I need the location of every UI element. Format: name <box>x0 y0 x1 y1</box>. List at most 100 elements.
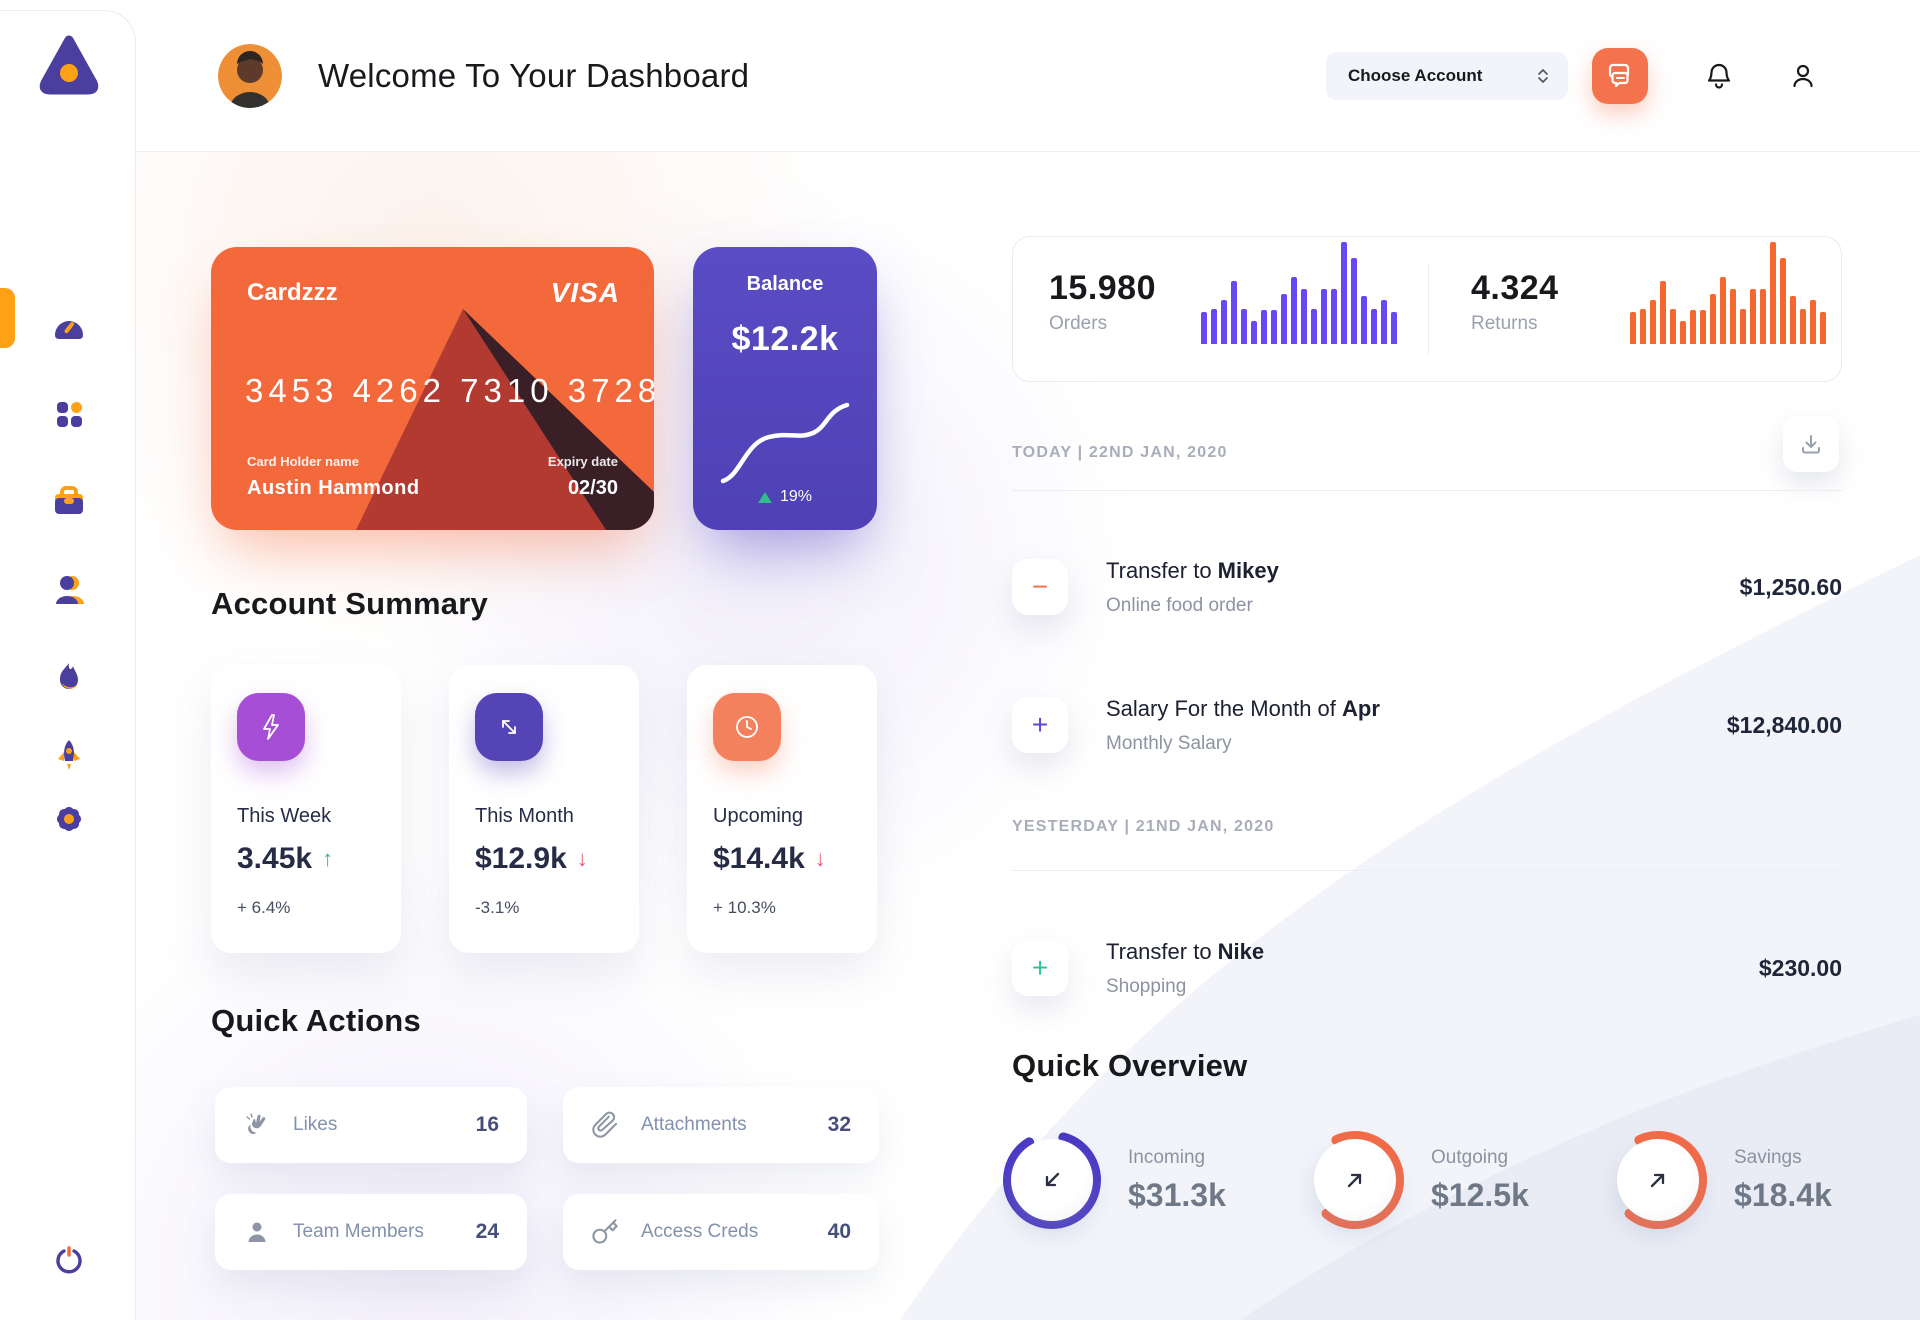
tx-title: Transfer to <box>1106 938 1218 964</box>
quick-action-access-creds[interactable]: Access Creds 40 <box>563 1194 879 1270</box>
divider <box>1428 263 1429 355</box>
overview-label: Savings <box>1734 1146 1802 1168</box>
quick-action-value: 24 <box>475 1220 499 1243</box>
trend-arrow: ↓ <box>814 846 826 871</box>
sidebar-item-dashboard[interactable] <box>46 303 92 349</box>
plus-icon: + <box>1012 940 1068 996</box>
profile-icon <box>1788 61 1818 91</box>
diagonal-arrows-icon <box>475 693 543 761</box>
returns-value: 4.324 <box>1471 269 1559 307</box>
chevron-updown-icon <box>1536 67 1550 85</box>
quick-overview: Incoming $31.3k Outgoing $12.5k <box>1000 1128 1909 1232</box>
sidebar-nav <box>1 303 137 842</box>
clap-icon <box>243 1111 271 1139</box>
chat-button[interactable] <box>1592 47 1648 104</box>
orders-label: Orders <box>1049 313 1108 334</box>
tx-title: Transfer to <box>1106 557 1218 583</box>
savings-donut <box>1606 1128 1710 1232</box>
overview-incoming: Incoming $31.3k <box>1000 1128 1303 1232</box>
summary-delta: -3.1% <box>475 898 520 917</box>
account-summary: This Week 3.45k ↑ + 6.4% This Month $12.9… <box>211 665 877 953</box>
quick-action-label: Attachments <box>641 1114 747 1135</box>
plus-icon: + <box>1012 697 1068 753</box>
quick-action-value: 40 <box>827 1220 851 1243</box>
transaction-row-salary[interactable]: + Salary For the Month of Apr Monthly Sa… <box>1012 675 1842 775</box>
overview-label: Incoming <box>1128 1146 1206 1168</box>
header: Welcome To Your Dashboard Choose Account <box>136 0 1920 152</box>
quick-action-likes[interactable]: Likes 16 <box>215 1087 527 1163</box>
tx-title-bold: Mikey <box>1217 557 1279 583</box>
summary-card-this-month: This Month $12.9k ↓ -3.1% <box>449 665 639 953</box>
app-logo <box>36 33 102 95</box>
bell-icon <box>1704 61 1734 91</box>
briefcase-icon <box>51 484 87 520</box>
summary-value: $12.9k <box>475 842 567 875</box>
card-holder-label: Card Holder name <box>247 454 359 469</box>
rocket-icon <box>52 738 86 772</box>
overview-savings: Savings $18.4k <box>1606 1128 1909 1232</box>
avatar[interactable] <box>218 43 282 108</box>
visa-logo: VISA <box>550 277 620 308</box>
account-select[interactable]: Choose Account <box>1326 51 1568 100</box>
sidebar-item-activity[interactable] <box>46 655 92 701</box>
tx-subtitle: Monthly Salary <box>1106 732 1232 754</box>
download-button[interactable] <box>1783 416 1839 472</box>
down-left-arrow-icon <box>1039 1167 1065 1193</box>
tx-title-bold: Nike <box>1217 938 1265 964</box>
transaction-row-mikey[interactable]: − Transfer to Mikey Online food order $1… <box>1012 537 1842 637</box>
sidebar-item-work[interactable] <box>46 479 92 525</box>
up-arrow-icon <box>757 491 772 503</box>
summary-card-upcoming: Upcoming $14.4k ↓ + 10.3% <box>687 665 877 953</box>
power-icon <box>54 1245 84 1275</box>
summary-value: 3.45k <box>237 842 313 875</box>
account-summary-title: Account Summary <box>211 586 488 621</box>
paperclip-icon <box>591 1111 619 1139</box>
user-icon <box>51 572 87 608</box>
credit-card: Cardzzz VISA 3453 4262 7310 3728 Card Ho… <box>211 247 654 530</box>
quick-action-label: Access Creds <box>641 1221 759 1242</box>
speedometer-icon <box>51 308 87 344</box>
tx-amount: $230.00 <box>1758 954 1842 981</box>
balance-change: 19% <box>779 488 813 505</box>
transaction-row-nike[interactable]: + Transfer to Nike Shopping $230.00 <box>1012 918 1842 1018</box>
account-select-label: Choose Account <box>1348 65 1483 85</box>
returns-label: Returns <box>1471 313 1538 334</box>
balance-sparkline <box>720 402 850 484</box>
sidebar-item-team[interactable] <box>46 567 92 613</box>
card-number: 3453 4262 7310 3728 <box>245 372 654 409</box>
quick-action-value: 16 <box>475 1113 499 1136</box>
orders-returns-panel: 15.980 Orders 4.324 Returns <box>1012 236 1842 382</box>
active-nav-indicator <box>0 288 15 348</box>
tx-title-bold: Apr <box>1342 695 1380 721</box>
incoming-donut <box>1000 1128 1104 1232</box>
gear-icon <box>52 802 86 836</box>
key-icon <box>591 1218 619 1246</box>
logout-button[interactable] <box>46 1237 92 1283</box>
header-actions: Choose Account <box>1326 47 1820 104</box>
overview-value: $18.4k <box>1734 1176 1832 1213</box>
notifications-button[interactable] <box>1702 59 1736 93</box>
trend-arrow: ↑ <box>322 846 334 871</box>
page-title: Welcome To Your Dashboard <box>318 56 750 94</box>
quick-action-attachments[interactable]: Attachments 32 <box>563 1087 879 1163</box>
balance-value: $12.2k <box>731 320 839 358</box>
orders-bar-chart <box>1201 240 1397 344</box>
summary-delta: + 6.4% <box>237 898 291 917</box>
profile-button[interactable] <box>1786 59 1820 93</box>
transactions-date-yesterday: YESTERDAY | 21ND JAN, 2020 <box>1012 818 1275 835</box>
summary-value: $14.4k <box>713 842 805 875</box>
person-icon <box>243 1218 271 1246</box>
quick-action-label: Likes <box>293 1114 338 1135</box>
overview-outgoing: Outgoing $12.5k <box>1303 1128 1606 1232</box>
flame-icon <box>52 661 86 695</box>
sidebar-item-settings[interactable] <box>46 796 92 842</box>
sidebar-item-apps[interactable] <box>46 391 92 437</box>
outgoing-donut <box>1303 1128 1407 1232</box>
card-holder-name: Austin Hammond <box>247 477 420 499</box>
quick-actions: Likes 16 Attachments 32 Team Members 24 <box>215 1087 879 1270</box>
quick-action-team-members[interactable]: Team Members 24 <box>215 1194 527 1270</box>
summary-delta: + 10.3% <box>713 898 776 917</box>
divider <box>1012 490 1842 491</box>
sidebar-item-launch[interactable] <box>46 732 92 778</box>
